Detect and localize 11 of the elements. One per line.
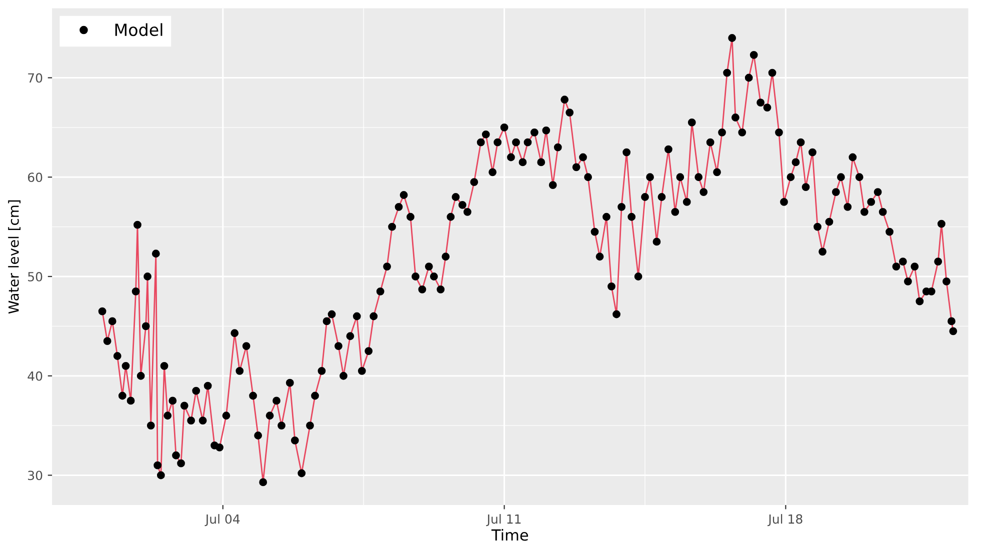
y-tick-label: 40 <box>28 371 42 381</box>
y-tick-label: 30 <box>28 470 42 480</box>
y-tick-label: 60 <box>28 172 42 182</box>
y-tick-label: 50 <box>28 272 42 282</box>
x-tick-label: Jul 18 <box>768 514 802 526</box>
x-tick-label: Jul 04 <box>204 514 240 526</box>
legend-label: Model <box>115 23 162 36</box>
y-axis-title: Water level [cm] <box>8 200 20 314</box>
x-tick-label: Jul 11 <box>486 514 521 526</box>
x-axis-title: Time <box>491 528 528 541</box>
y-tick-label: 70 <box>28 73 42 83</box>
